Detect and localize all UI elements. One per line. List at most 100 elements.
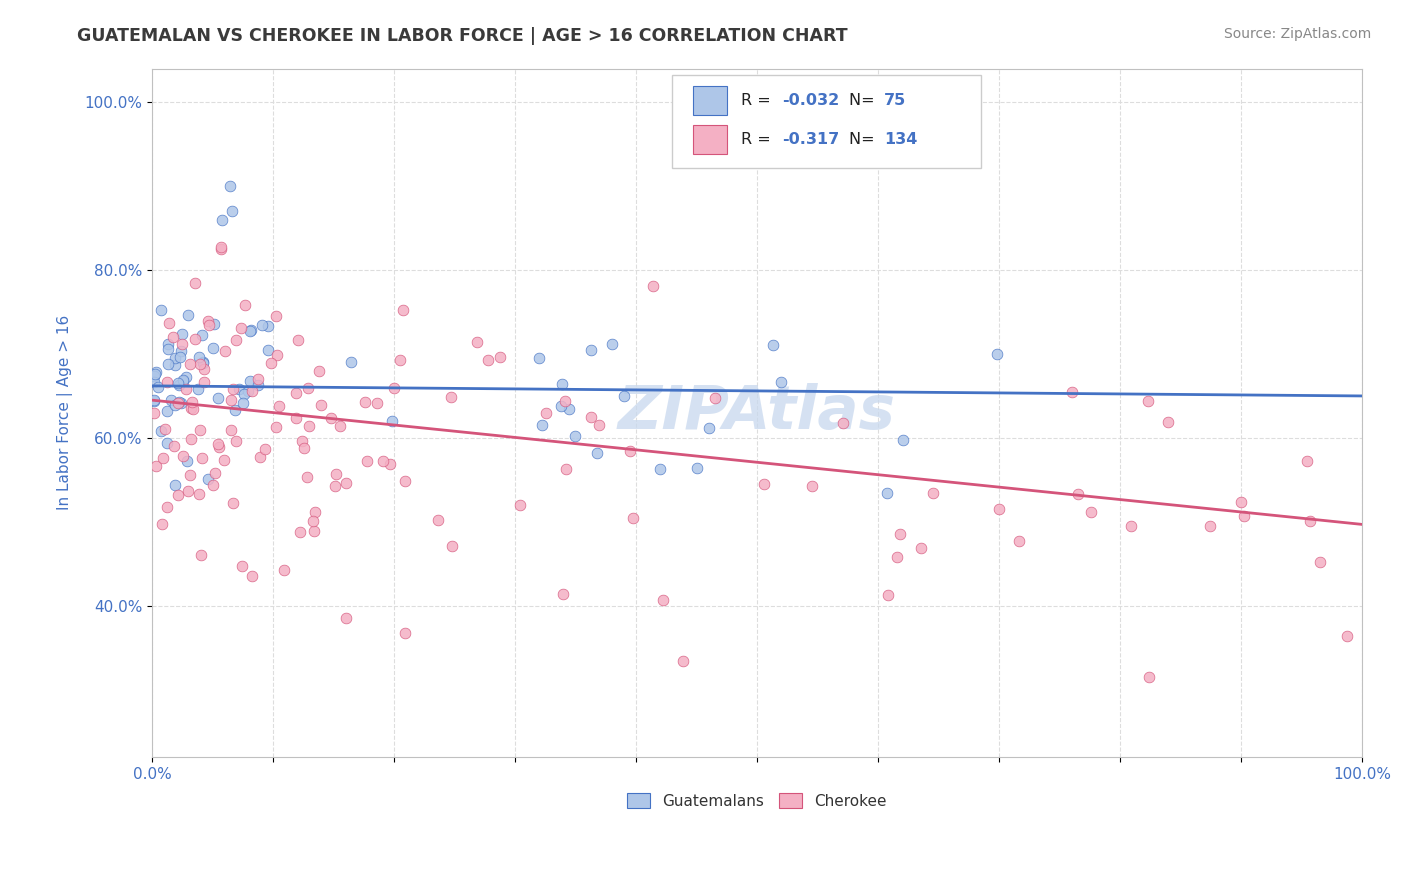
Point <box>193 362 215 376</box>
Point <box>180 432 202 446</box>
Point <box>1137 394 1160 409</box>
Point <box>394 625 416 640</box>
Point <box>184 276 207 290</box>
Point <box>142 392 165 407</box>
Point <box>366 396 388 410</box>
Point <box>149 425 172 439</box>
Point <box>986 347 1008 361</box>
Point <box>551 377 574 392</box>
Point <box>1137 670 1160 684</box>
Point <box>1062 384 1084 399</box>
Point <box>167 487 190 501</box>
Point <box>477 352 499 367</box>
Point <box>527 351 550 365</box>
Point <box>298 418 321 433</box>
Point <box>239 324 262 338</box>
Text: R =: R = <box>741 132 776 147</box>
Point <box>202 478 225 492</box>
Point <box>373 454 395 468</box>
Point <box>177 308 200 322</box>
Point <box>174 383 197 397</box>
Point <box>145 366 167 380</box>
Point <box>152 451 174 466</box>
Point <box>323 479 346 493</box>
Point <box>184 332 207 346</box>
Point <box>704 391 727 405</box>
Point <box>142 394 165 409</box>
Point <box>697 421 720 435</box>
Point <box>228 382 250 396</box>
Point <box>1080 504 1102 518</box>
Point <box>329 418 352 433</box>
Point <box>378 457 401 471</box>
Point <box>264 420 287 434</box>
Point <box>172 373 194 387</box>
Point <box>176 454 198 468</box>
Point <box>249 450 271 464</box>
Point <box>169 377 191 392</box>
Point <box>876 588 898 602</box>
Point <box>240 323 263 337</box>
Point <box>266 348 288 362</box>
Point <box>600 337 623 351</box>
Point <box>207 437 229 451</box>
Point <box>224 403 246 417</box>
Point <box>621 511 644 525</box>
Point <box>380 414 402 428</box>
Point <box>157 342 180 356</box>
Point <box>1067 486 1090 500</box>
Point <box>297 381 319 395</box>
Point <box>335 611 357 625</box>
Point <box>285 385 308 400</box>
Point <box>163 478 186 492</box>
FancyBboxPatch shape <box>693 87 727 115</box>
Point <box>212 453 235 467</box>
Text: GUATEMALAN VS CHEROKEE IN LABOR FORCE | AGE > 16 CORRELATION CHART: GUATEMALAN VS CHEROKEE IN LABOR FORCE | … <box>77 27 848 45</box>
Point <box>613 389 636 403</box>
Text: -0.317: -0.317 <box>782 132 839 147</box>
Text: N=: N= <box>849 132 880 147</box>
FancyBboxPatch shape <box>672 76 981 169</box>
Point <box>1008 533 1031 548</box>
Point <box>246 378 269 392</box>
Point <box>287 334 309 348</box>
Text: 75: 75 <box>884 94 907 108</box>
Point <box>340 355 363 369</box>
Text: -0.032: -0.032 <box>782 94 839 108</box>
Point <box>801 479 824 493</box>
Point <box>889 526 911 541</box>
Point <box>671 654 693 668</box>
Point <box>170 337 193 351</box>
Point <box>530 417 553 432</box>
Point <box>179 468 201 483</box>
Point <box>191 450 214 465</box>
Point <box>558 401 581 416</box>
Point <box>198 318 221 332</box>
Text: 134: 134 <box>884 132 918 147</box>
Point <box>169 350 191 364</box>
Point <box>250 318 273 333</box>
Point <box>167 376 190 390</box>
Point <box>555 462 578 476</box>
Point <box>394 474 416 488</box>
Point <box>382 381 405 395</box>
Point <box>162 329 184 343</box>
Point <box>191 355 214 369</box>
Point <box>1232 508 1254 523</box>
Point <box>246 372 269 386</box>
Point <box>159 392 181 407</box>
Point <box>652 592 675 607</box>
Point <box>832 416 855 430</box>
Point <box>142 406 165 420</box>
Point <box>509 498 531 512</box>
Point <box>176 370 198 384</box>
Point <box>156 500 179 515</box>
Point <box>222 495 245 509</box>
Point <box>302 514 325 528</box>
Point <box>163 398 186 412</box>
Point <box>240 384 263 398</box>
Text: R =: R = <box>741 94 776 108</box>
Point <box>219 179 242 194</box>
Point <box>260 356 283 370</box>
Point <box>579 409 602 424</box>
